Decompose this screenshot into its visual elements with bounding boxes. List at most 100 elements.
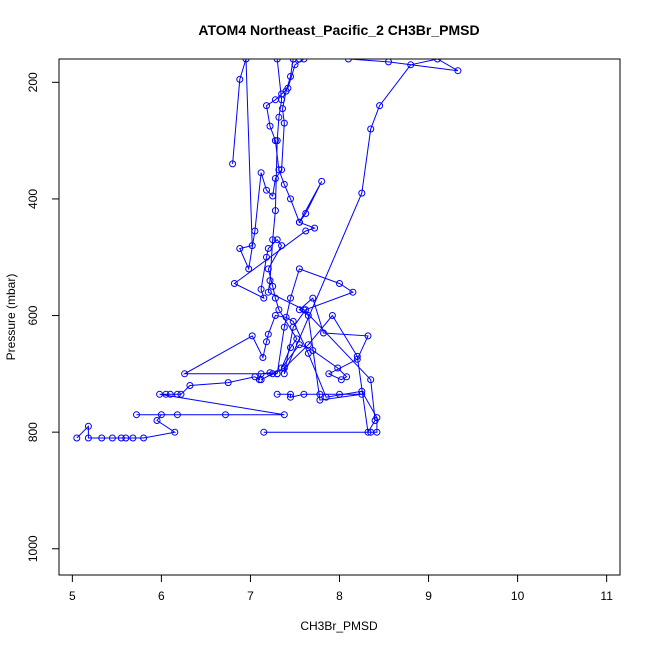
data-point <box>367 376 375 384</box>
data-point <box>295 218 303 226</box>
data-point <box>302 210 310 217</box>
data-point <box>358 189 366 197</box>
data-point <box>245 265 253 273</box>
data-point <box>173 390 181 398</box>
data-point <box>157 411 165 419</box>
data-point <box>248 242 256 250</box>
data-point <box>279 105 286 113</box>
data-point <box>289 323 297 331</box>
data-point <box>84 434 92 442</box>
data-point <box>344 59 352 63</box>
data-point <box>337 376 345 384</box>
series-line <box>260 59 376 434</box>
data-point <box>309 294 317 302</box>
data-point <box>222 411 229 419</box>
data-point <box>248 332 256 340</box>
data-point <box>273 390 281 398</box>
y-tick-label: 400 <box>26 189 40 209</box>
data-point <box>260 294 268 302</box>
data-point <box>371 417 379 424</box>
series-layer <box>73 59 462 442</box>
data-point <box>98 434 106 442</box>
data-point <box>133 411 140 419</box>
data-point <box>260 428 268 436</box>
data-point <box>349 288 357 296</box>
data-point <box>224 379 232 387</box>
y-axis-label: Pressure (mbar) <box>4 274 18 361</box>
data-point <box>280 323 288 331</box>
series-line <box>233 59 369 401</box>
data-point <box>257 376 265 384</box>
x-tick-label: 8 <box>336 589 343 603</box>
series-line <box>76 314 378 439</box>
data-point <box>117 434 125 442</box>
data-point <box>300 390 308 398</box>
data-point <box>273 370 281 378</box>
data-point <box>271 312 279 319</box>
series-3 <box>229 59 297 273</box>
data-point <box>73 434 81 442</box>
data-point <box>364 332 372 340</box>
data-point <box>300 306 308 314</box>
data-point <box>171 428 179 436</box>
data-point <box>282 87 290 95</box>
data-point <box>336 390 343 398</box>
data-point <box>275 306 283 314</box>
y-tick-label: 200 <box>26 72 40 92</box>
data-point <box>287 344 294 352</box>
data-point <box>364 428 372 436</box>
data-point <box>309 347 317 354</box>
data-point <box>229 160 237 168</box>
data-point <box>84 422 92 430</box>
data-point <box>278 166 286 174</box>
data-point <box>280 119 288 127</box>
data-point <box>385 59 392 66</box>
data-point <box>275 113 283 121</box>
data-point <box>295 59 303 63</box>
data-point <box>266 277 274 285</box>
data-point <box>264 288 272 296</box>
data-point <box>273 236 281 244</box>
data-point <box>318 177 326 185</box>
data-point <box>181 370 189 378</box>
data-point <box>336 280 343 287</box>
series-2 <box>230 59 372 404</box>
data-point <box>280 180 288 188</box>
data-point <box>316 396 324 404</box>
data-point <box>287 294 294 302</box>
data-point <box>434 59 441 63</box>
data-point <box>236 75 244 83</box>
data-point <box>230 280 238 287</box>
data-point <box>454 67 462 75</box>
data-point <box>236 245 244 252</box>
data-point <box>280 411 288 419</box>
data-point <box>108 434 116 442</box>
chart-title: ATOM4 Northeast_Pacific_2 CH3Br_PMSD <box>198 22 479 38</box>
data-point <box>271 175 279 182</box>
x-tick-label: 7 <box>247 589 254 603</box>
data-point <box>257 169 265 177</box>
data-point <box>328 312 336 319</box>
data-point <box>287 73 294 80</box>
data-point <box>407 61 415 69</box>
data-point <box>302 227 310 235</box>
data-point <box>257 285 265 293</box>
data-point <box>287 390 294 398</box>
series-line <box>232 59 294 271</box>
data-point <box>263 253 270 261</box>
data-point <box>242 59 250 63</box>
data-point <box>263 338 270 346</box>
data-point <box>273 137 281 145</box>
y-tick-label: 1000 <box>26 535 40 562</box>
data-point <box>367 125 375 133</box>
data-point <box>177 390 185 398</box>
data-point <box>334 364 342 372</box>
series-line <box>276 59 459 374</box>
plot-frame <box>58 58 621 576</box>
data-point <box>186 382 194 389</box>
data-point <box>300 59 308 63</box>
x-tick-label: 11 <box>600 589 613 603</box>
data-point <box>280 364 288 372</box>
data-point <box>343 373 351 381</box>
